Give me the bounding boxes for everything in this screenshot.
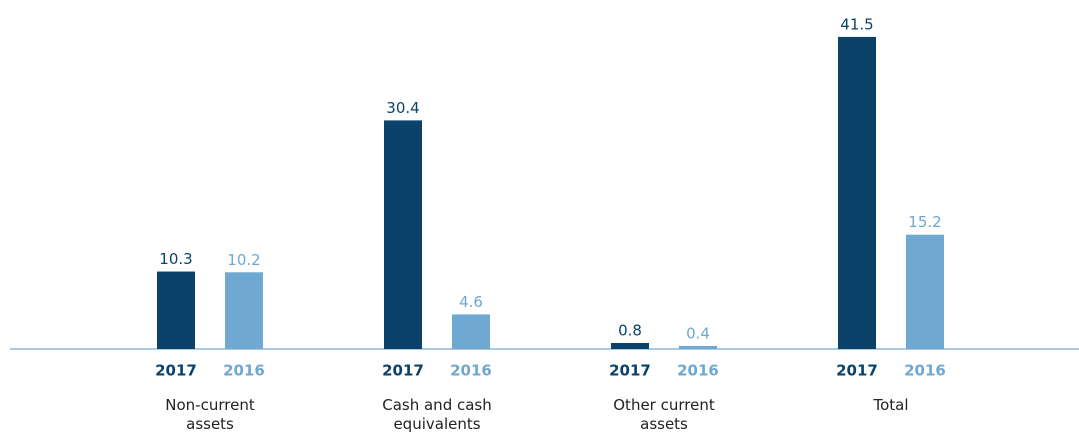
category-label: Total (873, 396, 909, 414)
series-label: 2016 (904, 362, 946, 380)
bar (906, 234, 944, 349)
value-label: 0.4 (686, 324, 710, 342)
category-label: Non-current assets (165, 396, 255, 433)
value-label: 4.6 (459, 293, 483, 311)
bar (452, 314, 490, 349)
series-label: 2017 (155, 362, 197, 380)
series-label: 2017 (382, 362, 424, 380)
bar (157, 271, 195, 349)
bar (838, 36, 876, 350)
value-label: 10.3 (159, 250, 192, 268)
value-label: 15.2 (908, 213, 941, 231)
bar (611, 342, 649, 349)
bar (679, 345, 717, 349)
value-label: 0.8 (618, 321, 642, 339)
series-label: 2016 (677, 362, 719, 380)
series-label: 2017 (609, 362, 651, 380)
value-label: 41.5 (840, 15, 873, 33)
series-label: 2016 (223, 362, 265, 380)
bar (384, 120, 422, 349)
value-label: 30.4 (386, 99, 419, 117)
value-label: 10.2 (227, 251, 260, 269)
category-label: Cash and cash equivalents (382, 396, 492, 433)
series-label: 2017 (836, 362, 878, 380)
bar (225, 272, 263, 349)
category-label: Other current assets (613, 396, 715, 433)
series-label: 2016 (450, 362, 492, 380)
